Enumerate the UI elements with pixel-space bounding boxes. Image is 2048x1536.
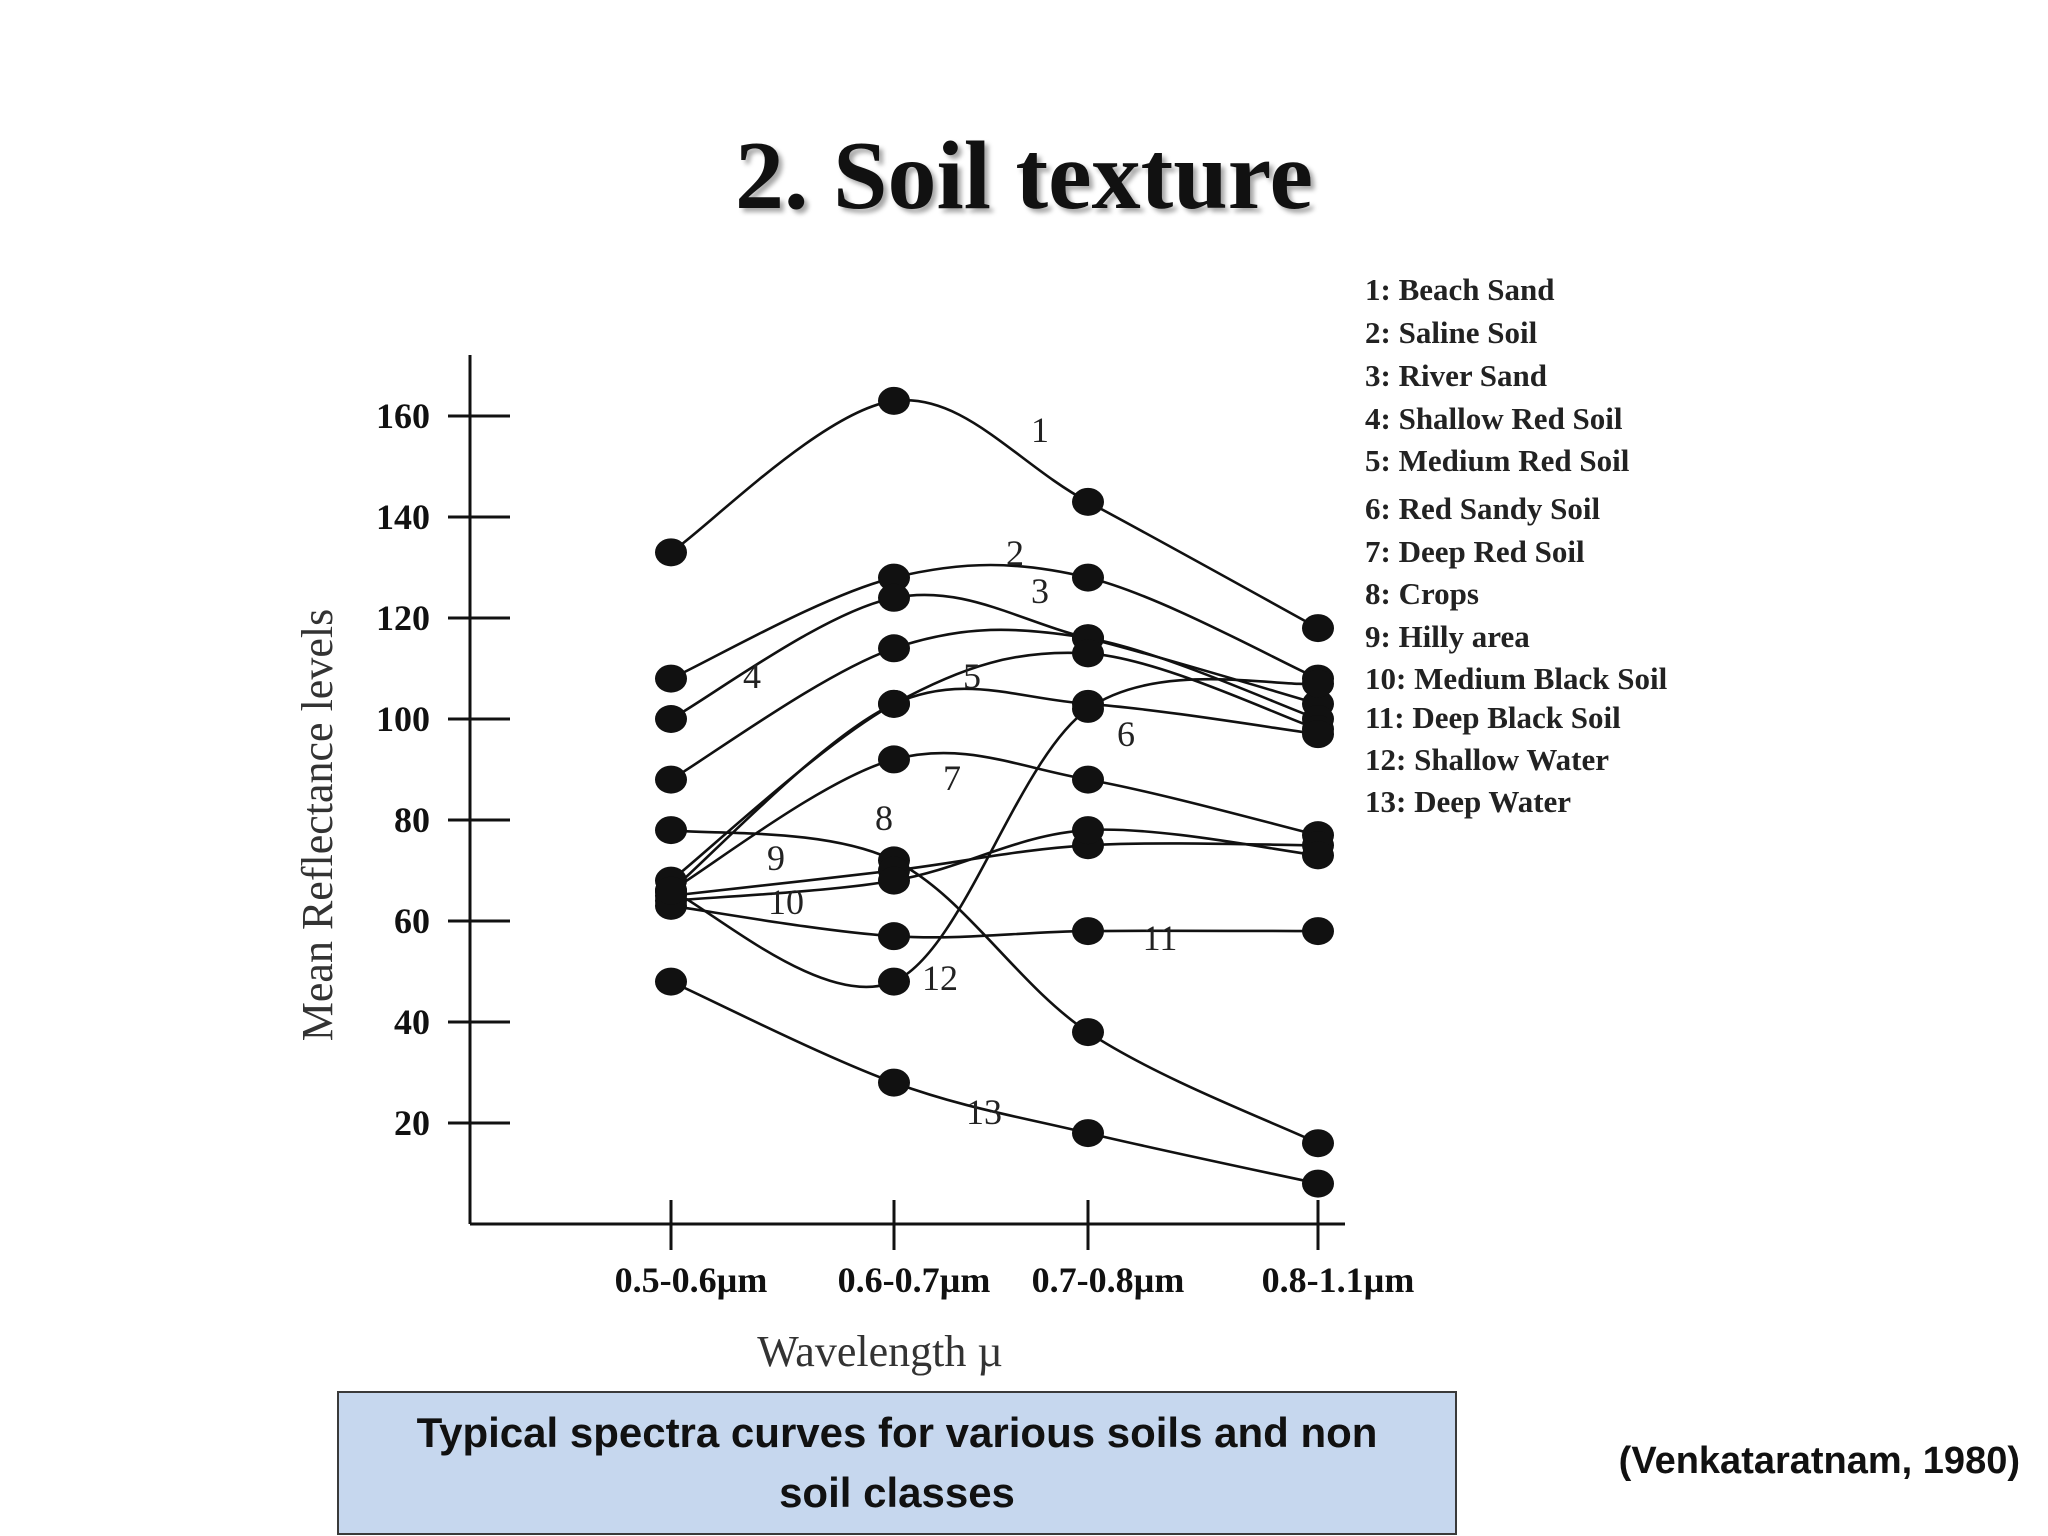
data-point-8 xyxy=(1072,1018,1104,1047)
legend-entry: 11: Deep Black Soil xyxy=(1365,700,1621,735)
legend-entry: 6: Red Sandy Soil xyxy=(1365,491,1601,526)
series-line-11 xyxy=(670,904,1319,939)
x-tick-label: 0.7-0.8µm xyxy=(1032,1260,1185,1300)
legend-entry: 4: Shallow Red Soil xyxy=(1365,401,1623,436)
legend-entry: 2: Saline Soil xyxy=(1365,315,1538,350)
data-point-13 xyxy=(1302,1169,1334,1198)
x-tick-label: 0.8-1.1µm xyxy=(1262,1260,1415,1300)
legend-entry: 12: Shallow Water xyxy=(1365,742,1609,777)
data-point-4 xyxy=(878,634,910,663)
y-tick-label: 80 xyxy=(394,800,430,840)
legend-entry: 13: Deep Water xyxy=(1365,784,1571,819)
data-point-3 xyxy=(655,705,687,733)
y-tick-label: 160 xyxy=(376,396,430,436)
x-tick-label: 0.5-0.6µm xyxy=(615,1260,768,1300)
curve-label-3: 3 xyxy=(1031,571,1049,611)
series-curves xyxy=(670,398,1319,1185)
data-point-10 xyxy=(1302,841,1334,870)
curve-label-12: 12 xyxy=(922,958,958,998)
data-point-13 xyxy=(878,1068,910,1097)
data-point-1 xyxy=(655,538,687,567)
data-point-12 xyxy=(655,876,687,905)
data-point-11 xyxy=(1072,917,1104,946)
caption-text: Typical spectra curves for various soils… xyxy=(416,1409,1378,1516)
slide-title: 2. Soil texture xyxy=(735,122,1313,230)
data-point-12 xyxy=(1302,669,1334,698)
curve-label-4: 4 xyxy=(743,656,761,696)
series-line-5 xyxy=(670,651,1319,882)
data-point-8 xyxy=(655,816,687,845)
caption-box: Typical spectra curves for various soils… xyxy=(337,1391,1457,1535)
data-point-10 xyxy=(878,866,910,895)
legend: 1: Beach Sand 2: Saline Soil 3: River Sand… xyxy=(1365,272,1668,819)
legend-entry: 8: Crops xyxy=(1365,576,1479,611)
legend-entry: 1: Beach Sand xyxy=(1365,272,1554,307)
series-line-12 xyxy=(670,677,1319,989)
y-tick-label: 60 xyxy=(394,901,430,941)
data-point-6 xyxy=(878,689,910,718)
data-point-2 xyxy=(878,563,910,592)
legend-entry: 9: Hilly area xyxy=(1365,619,1530,654)
data-point-6 xyxy=(1302,720,1334,749)
series-line-3 xyxy=(670,593,1319,721)
series-line-7 xyxy=(670,751,1319,892)
y-tick-label: 140 xyxy=(376,497,430,537)
series-points xyxy=(655,386,1334,1198)
data-point-7 xyxy=(878,745,910,774)
legend-entry: 5: Medium Red Soil xyxy=(1365,443,1630,478)
series-line-10 xyxy=(670,828,1319,903)
data-point-2 xyxy=(655,664,687,693)
legend-entry: 3: River Sand xyxy=(1365,358,1547,393)
series-line-1 xyxy=(670,398,1319,630)
legend-entry: 10: Medium Black Soil xyxy=(1365,661,1668,696)
curve-label-8: 8 xyxy=(875,798,893,838)
data-point-11 xyxy=(1302,917,1334,946)
data-point-10 xyxy=(1072,816,1104,845)
data-point-8 xyxy=(1302,1129,1334,1158)
citation: (Venkataratnam, 1980) xyxy=(1618,1440,2020,1482)
series-line-6 xyxy=(670,687,1319,892)
curve-label-7: 7 xyxy=(943,758,961,798)
y-tick-label: 100 xyxy=(376,699,430,739)
y-ticks: 20 40 60 80 100 120 140 160 xyxy=(376,396,510,1143)
x-ticks: 0.5-0.6µm 0.6-0.7µm 0.7-0.8µm 0.8-1.1µm xyxy=(615,1200,1415,1300)
data-point-3 xyxy=(878,583,910,612)
series-line-13 xyxy=(670,980,1319,1185)
chart-axes xyxy=(468,355,1345,1226)
x-tick-label: 0.6-0.7µm xyxy=(838,1260,991,1300)
data-point-4 xyxy=(655,765,687,794)
series-line-2 xyxy=(670,563,1319,680)
curve-label-6: 6 xyxy=(1117,714,1135,754)
x-axis-label: Wavelength µ xyxy=(757,1327,1002,1376)
data-point-12 xyxy=(878,967,910,996)
data-point-11 xyxy=(878,922,910,951)
curve-label-1: 1 xyxy=(1031,410,1049,450)
legend-entry: 7: Deep Red Soil xyxy=(1365,534,1585,569)
data-point-1 xyxy=(1302,614,1334,643)
y-tick-label: 120 xyxy=(376,598,430,638)
curve-label-11: 11 xyxy=(1143,918,1178,958)
series-line-8 xyxy=(670,828,1319,1145)
curve-label-2: 2 xyxy=(1006,533,1024,573)
data-point-12 xyxy=(1072,694,1104,723)
y-axis-label: Mean Reflectance levels xyxy=(293,609,342,1041)
data-point-7 xyxy=(1072,765,1104,794)
data-point-2 xyxy=(1072,563,1104,592)
series-line-9 xyxy=(670,842,1319,898)
data-point-1 xyxy=(1072,487,1104,516)
y-tick-label: 40 xyxy=(394,1002,430,1042)
curve-label-5: 5 xyxy=(963,656,981,696)
curve-label-9: 9 xyxy=(767,838,785,878)
curve-label-13: 13 xyxy=(966,1092,1002,1132)
data-point-13 xyxy=(1072,1119,1104,1148)
y-tick-label: 20 xyxy=(394,1103,430,1143)
series-line-4 xyxy=(670,628,1319,781)
curve-label-10: 10 xyxy=(768,882,804,922)
data-point-13 xyxy=(655,967,687,996)
data-point-1 xyxy=(878,386,910,415)
data-point-5 xyxy=(1072,639,1104,668)
